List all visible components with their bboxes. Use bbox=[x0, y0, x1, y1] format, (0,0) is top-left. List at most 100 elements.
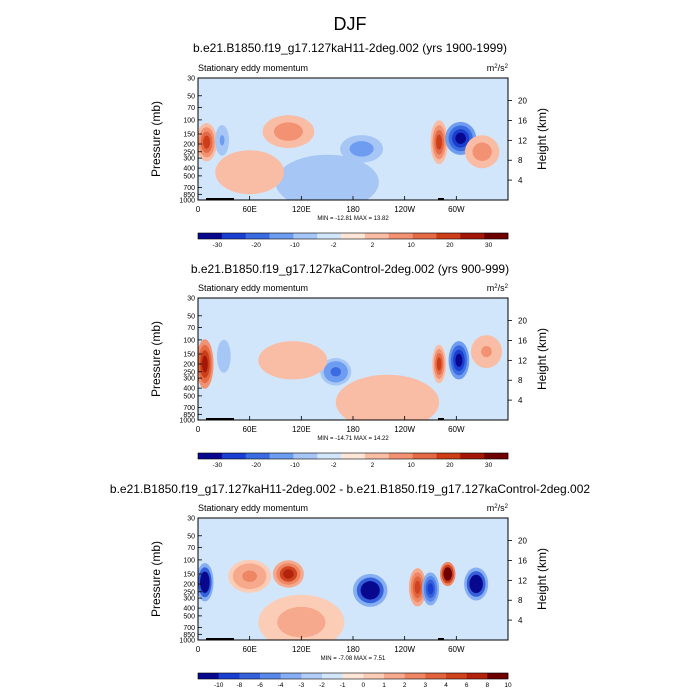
contour-region-7 bbox=[445, 569, 451, 579]
contour-region-6 bbox=[455, 353, 463, 367]
contour-region-2 bbox=[242, 570, 257, 582]
colorbar-segment bbox=[364, 233, 390, 239]
contour-region-9 bbox=[286, 612, 316, 632]
y-tick-label: 150 bbox=[183, 571, 195, 578]
colorbar-label: 20 bbox=[446, 462, 454, 469]
y-right-axis-label: Height (km) bbox=[535, 548, 549, 610]
colorbar-label: -20 bbox=[251, 462, 261, 469]
chart-title: b.e21.B1850.f19_g17.127kaH11-2deg.002 - … bbox=[110, 482, 590, 496]
contour-region-6 bbox=[455, 132, 466, 144]
contour-region-7 bbox=[476, 146, 489, 158]
y-tick-label: 300 bbox=[183, 156, 195, 163]
colorbar-label: -30 bbox=[213, 462, 223, 469]
y-tick-label: 50 bbox=[187, 533, 195, 540]
y-tick-label: 400 bbox=[183, 386, 195, 393]
y-right-tick-label: 16 bbox=[518, 116, 527, 125]
topography bbox=[438, 638, 444, 640]
colorbar-segment bbox=[221, 453, 246, 459]
colorbar-label: -10 bbox=[214, 682, 224, 689]
chart-subtitle: Stationary eddy momentum bbox=[198, 63, 308, 73]
y-tick-label: 300 bbox=[183, 596, 195, 603]
colorbar-frame bbox=[197, 232, 509, 240]
colorbar-segment bbox=[436, 453, 461, 459]
x-tick-label: 60E bbox=[243, 425, 257, 434]
x-tick-label: 120E bbox=[292, 645, 311, 654]
colorbar-label: -3 bbox=[298, 682, 304, 689]
colorbar-segment bbox=[404, 673, 426, 679]
units-label: m2/s2 bbox=[487, 503, 509, 513]
colorbar-label: 20 bbox=[446, 242, 454, 249]
min-max-stats: MIN = -14.71 MAX = 14.22 bbox=[317, 436, 389, 442]
x-tick-label: 60E bbox=[243, 205, 257, 214]
x-tick-label: 120E bbox=[292, 205, 311, 214]
contour-region-4 bbox=[364, 584, 377, 596]
colorbar-segment bbox=[384, 673, 405, 679]
colorbar-label: 10 bbox=[408, 462, 416, 469]
contour-region-9 bbox=[237, 164, 262, 180]
y-tick-label: 30 bbox=[187, 296, 195, 303]
colorbar-segment bbox=[436, 233, 461, 239]
y-axis-label: Pressure (mb) bbox=[149, 101, 163, 177]
y-tick-label: 700 bbox=[183, 625, 195, 632]
y-tick-label: 500 bbox=[183, 173, 195, 180]
colorbar-segment bbox=[198, 453, 223, 459]
contour-region-1 bbox=[201, 575, 208, 589]
x-tick-label: 120W bbox=[394, 205, 415, 214]
topography bbox=[206, 638, 234, 640]
x-tick-label: 0 bbox=[196, 205, 201, 214]
y-tick-label: 200 bbox=[183, 362, 195, 369]
chart-panel-1: b.e21.B1850.f19_g17.127kaH11-2deg.002 (y… bbox=[149, 41, 549, 249]
topography bbox=[206, 418, 234, 420]
y-tick-label: 850 bbox=[183, 632, 195, 639]
colorbar-label: 2 bbox=[371, 462, 375, 469]
colorbar-label: 6 bbox=[465, 682, 469, 689]
colorbar-segment bbox=[322, 673, 343, 679]
colorbar-label: -20 bbox=[251, 242, 261, 249]
y-tick-label: 300 bbox=[183, 376, 195, 383]
colorbar-segment bbox=[363, 673, 385, 679]
colorbar-label: -2 bbox=[331, 462, 337, 469]
y-right-tick-label: 16 bbox=[518, 556, 527, 565]
colorbar-segment bbox=[239, 673, 261, 679]
y-right-tick-label: 12 bbox=[518, 576, 527, 585]
colorbar-segment bbox=[466, 673, 488, 679]
colorbar-segment bbox=[317, 453, 342, 459]
y-axis-label: Pressure (mb) bbox=[149, 321, 163, 397]
colorbar-segment bbox=[245, 233, 270, 239]
contour-region-2 bbox=[221, 350, 227, 362]
contour-region-8 bbox=[309, 172, 345, 192]
x-tick-label: 120W bbox=[394, 425, 415, 434]
y-right-tick-label: 12 bbox=[518, 356, 527, 365]
colorbar-label: 8 bbox=[486, 682, 490, 689]
y-tick-label: 1000 bbox=[179, 638, 195, 645]
chart-title: b.e21.B1850.f19_g17.127kaH11-2deg.002 (y… bbox=[193, 41, 507, 55]
colorbar-label: 3 bbox=[424, 682, 428, 689]
y-tick-label: 70 bbox=[187, 105, 195, 112]
chart-panel-2: b.e21.B1850.f19_g17.127kaControl-2deg.00… bbox=[149, 262, 549, 469]
y-tick-label: 500 bbox=[183, 613, 195, 620]
colorbar-frame bbox=[197, 452, 509, 460]
y-tick-label: 700 bbox=[183, 405, 195, 412]
y-right-tick-label: 20 bbox=[518, 317, 527, 326]
colorbar-segment bbox=[484, 233, 509, 239]
y-right-tick-label: 4 bbox=[518, 176, 523, 185]
y-tick-label: 100 bbox=[183, 557, 195, 564]
contour-region-7 bbox=[481, 345, 492, 358]
units-label: m2/s2 bbox=[487, 63, 509, 73]
y-tick-label: 250 bbox=[183, 369, 195, 376]
colorbar-segment bbox=[218, 673, 240, 679]
y-right-tick-label: 4 bbox=[518, 616, 523, 625]
colorbar-segment bbox=[221, 233, 246, 239]
colorbar-segment bbox=[198, 233, 223, 239]
colorbar-label: 30 bbox=[485, 462, 493, 469]
x-tick-label: 180 bbox=[346, 425, 360, 434]
y-tick-label: 30 bbox=[187, 516, 195, 523]
colorbar-label: -6 bbox=[257, 682, 263, 689]
topography bbox=[438, 198, 444, 200]
contour-region-3 bbox=[279, 125, 298, 138]
x-tick-label: 60W bbox=[448, 205, 465, 214]
contour-region-4 bbox=[281, 353, 305, 367]
colorbar-segment bbox=[425, 673, 447, 679]
contour-region-1 bbox=[203, 135, 211, 149]
